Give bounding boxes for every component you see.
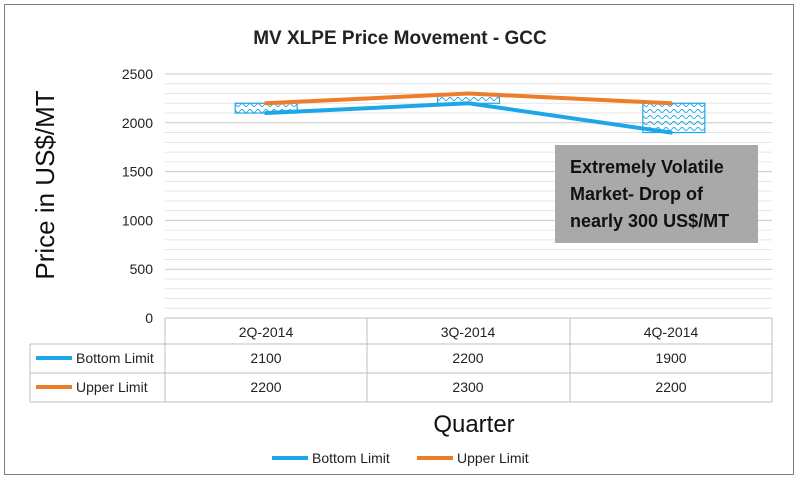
table-header-3q: 3Q-2014 [441,324,496,340]
series-line-bottom-limit [264,101,673,135]
annotation-line-1: Extremely Volatile [570,157,724,177]
series-lines [264,91,673,135]
table-cell-bottom-2q: 2100 [250,350,281,366]
table-cell-upper-4q: 2200 [655,379,686,395]
range-box-4Q-2014 [642,102,706,134]
x-axis-label: Quarter [433,411,514,438]
table-cell-upper-3q: 2300 [452,379,483,395]
annotation-box: Extremely Volatile Market- Drop of nearl… [555,145,758,243]
table-row-label-upper: Upper Limit [76,379,148,395]
legend-label-bottom: Bottom Limit [312,450,390,466]
y-tick-label-2000: 2000 [122,115,153,131]
range-boxes [234,92,706,134]
legend: Bottom Limit Upper Limit [272,450,529,466]
y-tick-labels: 0 500 1000 1500 2000 2500 [122,66,153,326]
y-tick-label-1500: 1500 [122,164,153,180]
y-tick-label-500: 500 [130,261,154,277]
data-table: 2Q-2014 3Q-2014 4Q-2014 Bottom Limit Upp… [29,317,773,403]
y-tick-label-1000: 1000 [122,212,153,228]
table-cell-bottom-3q: 2200 [452,350,483,366]
table-row-label-bottom: Bottom Limit [76,350,154,366]
table-cell-bottom-4q: 1900 [655,350,686,366]
annotation-line-2: Market- Drop of [570,184,704,204]
series-line-upper-limit [264,91,673,106]
table-header-4q: 4Q-2014 [644,324,699,340]
legend-label-upper: Upper Limit [457,450,529,466]
annotation-line-3: nearly 300 US$/MT [570,211,729,231]
table-cell-upper-2q: 2200 [250,379,281,395]
y-axis-label: Price in US$/MT [30,90,60,279]
y-tick-label-2500: 2500 [122,66,153,82]
table-header-2q: 2Q-2014 [239,324,294,340]
chart-title: MV XLPE Price Movement - GCC [253,28,547,49]
y-tick-label-0: 0 [145,310,153,326]
